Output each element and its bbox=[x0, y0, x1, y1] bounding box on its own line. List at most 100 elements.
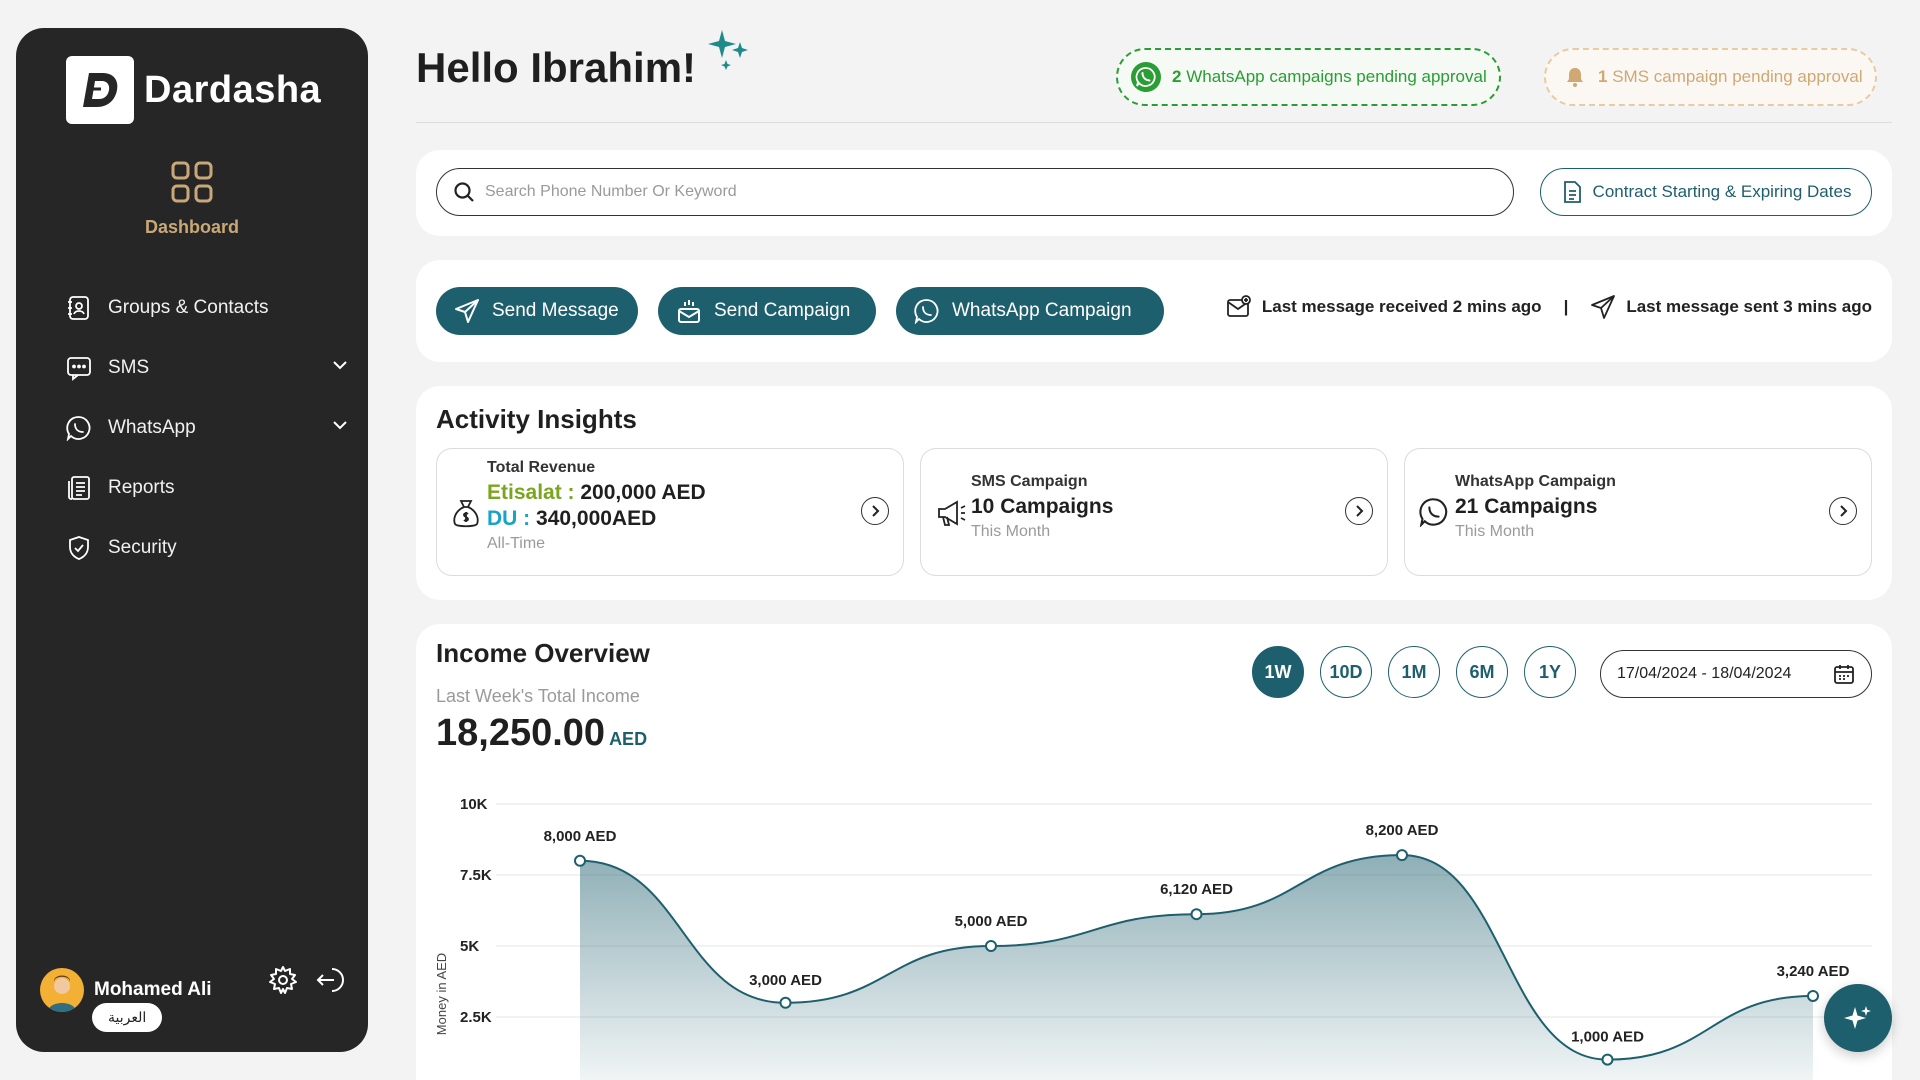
sms-chat-icon bbox=[66, 355, 92, 381]
sidebar-item-reports[interactable]: Reports bbox=[66, 458, 350, 518]
search-input[interactable] bbox=[485, 183, 1477, 201]
data-point[interactable] bbox=[1807, 989, 1819, 1002]
income-area bbox=[580, 855, 1813, 1080]
pending-text: SMS campaign pending approval bbox=[1612, 67, 1863, 86]
total-revenue-card[interactable]: Total Revenue Etisalat : 200,000 AED DU … bbox=[436, 448, 904, 576]
send-message-button[interactable]: Send Message bbox=[436, 287, 638, 335]
y-axis-label: Money in AED bbox=[434, 953, 449, 1035]
money-bag-icon bbox=[453, 500, 479, 528]
etisalat-value: 200,000 AED bbox=[580, 481, 706, 504]
search-card: Contract Starting & Expiring Dates bbox=[416, 150, 1892, 236]
pending-count: 2 bbox=[1172, 67, 1182, 86]
range-6m-button[interactable]: 6M bbox=[1456, 646, 1508, 698]
range-1m-button[interactable]: 1M bbox=[1388, 646, 1440, 698]
chevron-right-icon[interactable] bbox=[861, 497, 889, 525]
data-label: 3,000 AED bbox=[749, 972, 822, 989]
language-switch-button[interactable]: العربية bbox=[92, 1003, 163, 1032]
whatsapp-icon bbox=[1131, 62, 1161, 92]
contract-dates-button[interactable]: Contract Starting & Expiring Dates bbox=[1540, 168, 1872, 216]
date-range-picker[interactable]: 17/04/2024 - 18/04/2024 bbox=[1600, 650, 1872, 698]
megaphone-icon bbox=[938, 500, 966, 526]
whatsapp-campaign-value: 21 Campaigns bbox=[1455, 495, 1598, 518]
avatar bbox=[40, 968, 84, 1012]
ai-assistant-button[interactable] bbox=[1824, 984, 1892, 1052]
search-icon bbox=[454, 182, 474, 202]
logout-icon[interactable] bbox=[314, 965, 344, 1000]
last-received-text: Last message received 2 mins ago bbox=[1261, 297, 1542, 316]
sparkle-icon bbox=[1844, 1006, 1871, 1029]
logo-icon bbox=[66, 56, 134, 124]
sms-pending-badge[interactable]: 1 SMS campaign pending approval bbox=[1544, 48, 1877, 106]
pending-text: WhatsApp campaigns pending approval bbox=[1186, 67, 1487, 86]
chevron-down-icon[interactable] bbox=[330, 415, 350, 441]
y-tick-label: 10K bbox=[460, 796, 488, 813]
whatsapp-campaign-label: WhatsApp Campaign bbox=[952, 300, 1132, 321]
du-label: DU : bbox=[487, 507, 531, 530]
brand-name: Dardasha bbox=[144, 68, 322, 111]
search-bar bbox=[436, 168, 1514, 216]
sms-campaign-card[interactable]: SMS Campaign 10 Campaigns This Month bbox=[920, 448, 1388, 576]
sidebar-item-label: Dashboard bbox=[144, 217, 240, 237]
sparkle-icon bbox=[708, 30, 748, 70]
data-label: 1,000 AED bbox=[1571, 1029, 1644, 1046]
insights-title: Activity Insights bbox=[436, 404, 637, 434]
message-status: Last message received 2 mins ago | Last … bbox=[1226, 294, 1872, 320]
whatsapp-icon bbox=[1419, 498, 1448, 527]
contacts-book-icon bbox=[66, 295, 92, 321]
data-label: 5,000 AED bbox=[955, 913, 1028, 930]
chevron-right-icon[interactable] bbox=[1829, 497, 1857, 525]
du-value: 340,000AED bbox=[536, 507, 657, 530]
data-point[interactable] bbox=[1190, 908, 1203, 921]
sidebar-item-label: SMS bbox=[108, 357, 150, 378]
y-tick-label: 5K bbox=[460, 938, 479, 955]
reports-icon bbox=[66, 475, 92, 501]
sidebar-nav: Groups & Contacts SMS WhatsApp Reports S… bbox=[66, 278, 350, 578]
status-separator: | bbox=[1563, 297, 1569, 316]
sidebar-item-whatsapp[interactable]: WhatsApp bbox=[66, 398, 350, 458]
brand-logo[interactable]: Dardasha bbox=[66, 56, 321, 124]
mail-received-icon bbox=[1226, 295, 1251, 317]
data-label: 6,120 AED bbox=[1160, 881, 1233, 898]
range-1y-button[interactable]: 1Y bbox=[1524, 646, 1576, 698]
pending-count: 1 bbox=[1598, 67, 1608, 86]
date-range-value: 17/04/2024 - 18/04/2024 bbox=[1617, 665, 1792, 682]
sidebar-item-sms[interactable]: SMS bbox=[66, 338, 350, 398]
sidebar-item-dashboard[interactable]: Dashboard bbox=[16, 160, 368, 238]
actions-card: Send Message Send Campaign WhatsApp Camp… bbox=[416, 260, 1892, 362]
chevron-down-icon[interactable] bbox=[330, 355, 350, 381]
last-sent-text: Last message sent 3 mins ago bbox=[1626, 297, 1872, 316]
income-title: Income Overview bbox=[436, 638, 650, 668]
income-subtitle: Last Week's Total Income bbox=[436, 686, 640, 706]
income-currency: AED bbox=[609, 729, 648, 749]
whatsapp-campaign-label: WhatsApp Campaign bbox=[1455, 473, 1616, 490]
data-point[interactable] bbox=[985, 940, 997, 952]
y-tick-label: 7.5K bbox=[460, 867, 492, 884]
dashboard-grid-icon bbox=[171, 161, 213, 203]
user-name: Mohamed Ali bbox=[94, 979, 212, 1000]
range-1w-button[interactable]: 1W bbox=[1252, 646, 1304, 698]
user-actions bbox=[268, 965, 344, 1000]
sidebar-item-label: Reports bbox=[108, 477, 175, 498]
whatsapp-campaign-card[interactable]: WhatsApp Campaign 21 Campaigns This Mont… bbox=[1404, 448, 1872, 576]
whatsapp-icon bbox=[66, 415, 92, 441]
data-point[interactable] bbox=[574, 854, 586, 867]
whatsapp-pending-badge[interactable]: 2 WhatsApp campaigns pending approval bbox=[1116, 48, 1501, 106]
data-point[interactable] bbox=[1396, 849, 1408, 862]
income-chart: Money in AED 10K 7.5K 5K 2.5K 8,000 AED 3,000… bbox=[434, 796, 1872, 1080]
send-icon bbox=[1591, 295, 1616, 319]
data-point[interactable] bbox=[1601, 1053, 1614, 1066]
range-10d-button[interactable]: 10D bbox=[1320, 646, 1372, 698]
chevron-right-icon[interactable] bbox=[1345, 497, 1373, 525]
page-title: Hello Ibrahim! bbox=[416, 44, 697, 91]
send-campaign-button[interactable]: Send Campaign bbox=[658, 287, 876, 335]
data-point[interactable] bbox=[779, 996, 792, 1009]
sidebar-item-security[interactable]: Security bbox=[66, 518, 350, 578]
header-divider bbox=[416, 122, 1892, 123]
data-label: 8,000 AED bbox=[544, 828, 617, 845]
whatsapp-campaign-period: This Month bbox=[1455, 523, 1535, 540]
user-profile[interactable]: Mohamed Ali bbox=[40, 968, 212, 1012]
whatsapp-campaign-button[interactable]: WhatsApp Campaign bbox=[896, 287, 1164, 335]
sidebar-item-groups-contacts[interactable]: Groups & Contacts bbox=[66, 278, 350, 338]
income-total: 18,250.00 bbox=[436, 712, 606, 754]
gear-icon[interactable] bbox=[268, 965, 298, 1000]
